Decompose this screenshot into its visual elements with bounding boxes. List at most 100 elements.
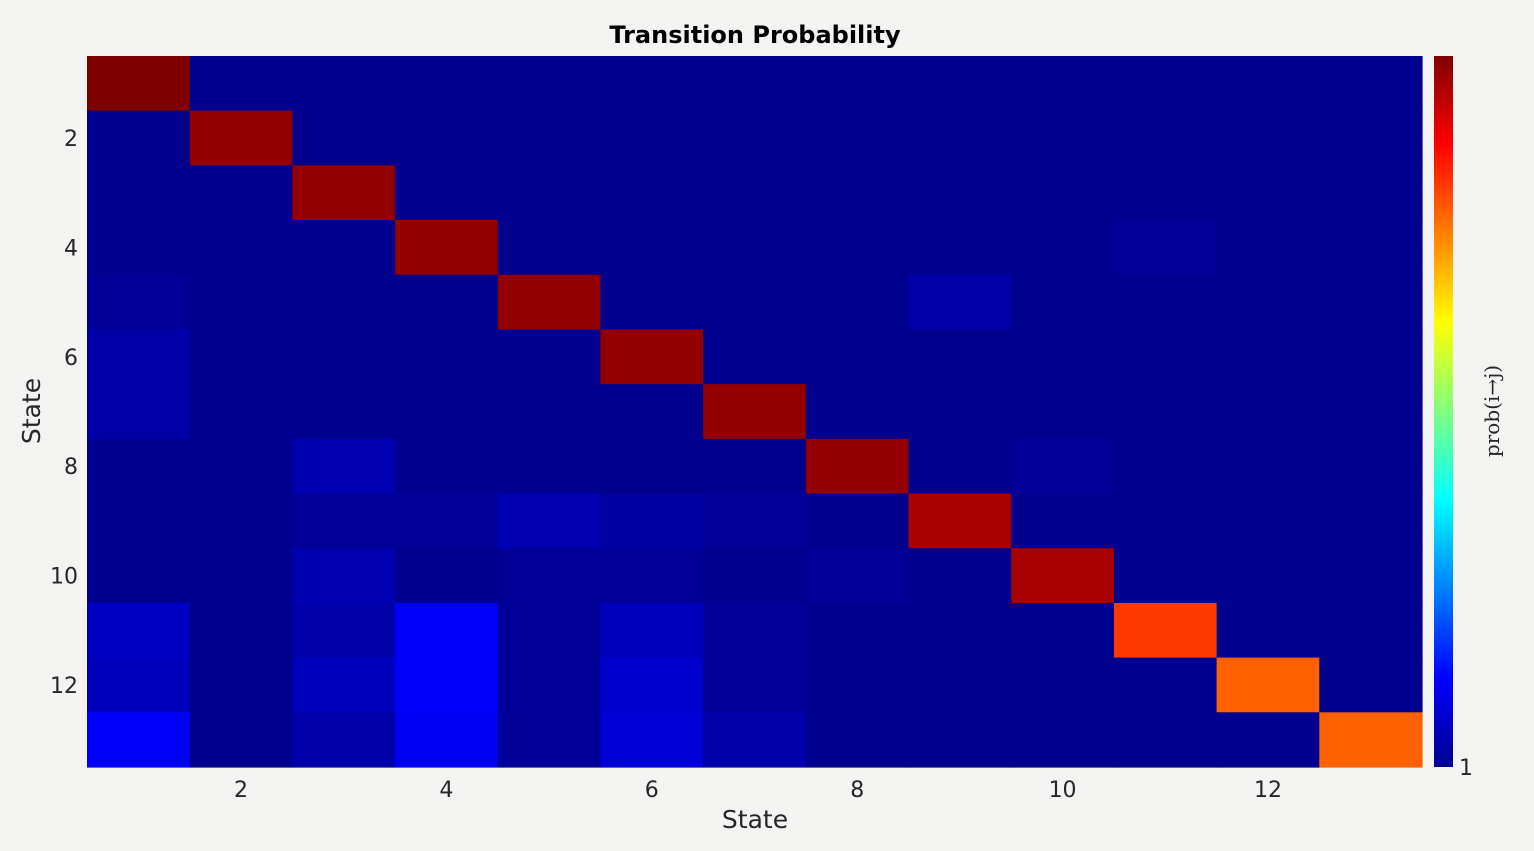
heatmap-cell-10-2: [189, 548, 293, 604]
x-axis-ticks: 2 4 6 8 10 12: [234, 778, 1282, 803]
heatmap-cell-3-5: [497, 165, 602, 221]
y-tick-label: 12: [50, 674, 78, 699]
heatmap-cell-9-11: [1113, 493, 1218, 549]
heatmap-cell-9-3: [292, 493, 396, 549]
heatmap-cell-5-9: [908, 274, 1012, 331]
heatmap-cell-6-7: [703, 329, 807, 385]
heatmap-cell-3-1: [87, 165, 191, 221]
x-tick-label: 2: [234, 778, 248, 803]
colorbar-label: prob(i→j): [1480, 365, 1504, 457]
heatmap-cell-2-7: [703, 110, 807, 166]
heatmap-cell-5-10: [1011, 274, 1115, 331]
x-tick-label: 8: [850, 778, 864, 803]
heatmap-cell-12-6: [600, 657, 704, 713]
heatmap-cell-3-2: [189, 165, 293, 221]
heatmap-cell-12-5: [497, 657, 602, 713]
heatmap-cell-10-8: [805, 548, 910, 604]
heatmap-cell-7-11: [1113, 384, 1218, 440]
colorbar-tick-label: 1: [1459, 756, 1473, 781]
heatmap-cell-13-1: [87, 712, 191, 768]
heatmap-cell-7-2: [189, 384, 293, 440]
heatmap-cell-11-4: [395, 602, 499, 659]
heatmap-cell-10-3: [292, 548, 396, 604]
heatmap-cell-3-8: [805, 165, 910, 221]
heatmap-cell-7-1: [87, 384, 191, 440]
heatmap-cell-8-7: [703, 438, 807, 495]
heatmap-cell-3-7: [703, 165, 807, 221]
heatmap-cell-2-13: [1319, 110, 1423, 166]
heatmap-cell-3-6: [600, 165, 704, 221]
heatmap-cell-10-5: [497, 548, 602, 604]
colorbar-ticks: 1: [1459, 756, 1473, 781]
heatmap-cell-10-9: [908, 548, 1012, 604]
heatmap-cell-5-5: [497, 274, 602, 331]
heatmap-cell-6-3: [292, 329, 396, 385]
heatmap-cell-7-6: [600, 384, 704, 440]
heatmap-cell-2-5: [497, 110, 602, 166]
heatmap-cell-13-3: [292, 712, 396, 768]
heatmap-cell-12-7: [703, 657, 807, 713]
heatmap-cell-2-9: [908, 110, 1012, 166]
heatmap-cell-11-6: [600, 602, 704, 659]
x-axis-label: State: [722, 805, 788, 834]
y-tick-label: 2: [64, 127, 78, 152]
heatmap-cell-4-1: [87, 220, 191, 276]
heatmap-cell-3-4: [395, 165, 499, 221]
heatmap-cell-2-6: [600, 110, 704, 166]
heatmap-cell-11-11: [1113, 602, 1218, 659]
y-axis-ticks: 2 4 6 8 10 12: [50, 127, 78, 699]
heatmap-cell-2-11: [1113, 110, 1218, 166]
heatmap-cell-2-1: [87, 110, 191, 166]
heatmap-cell-12-12: [1216, 657, 1320, 713]
heatmap-cell-8-13: [1319, 438, 1423, 495]
heatmap-cell-6-12: [1216, 329, 1320, 385]
heatmap-cell-4-11: [1113, 220, 1218, 276]
heatmap-cell-10-7: [703, 548, 807, 604]
heatmap-cell-7-7: [703, 384, 807, 440]
heatmap-cell-12-1: [87, 657, 191, 713]
y-tick-label: 6: [64, 346, 78, 371]
heatmap-cell-11-3: [292, 602, 396, 659]
heatmap-cell-9-1: [87, 493, 191, 549]
heatmap-cell-2-12: [1216, 110, 1320, 166]
heatmap-cell-13-6: [600, 712, 704, 768]
heatmap-cell-4-12: [1216, 220, 1320, 276]
heatmap-cell-2-8: [805, 110, 910, 166]
heatmap-cell-4-4: [395, 220, 499, 276]
heatmap-cell-8-6: [600, 438, 704, 495]
heatmap-cell-1-9: [908, 56, 1012, 112]
heatmap-cell-9-10: [1011, 493, 1115, 549]
heatmap-cell-13-8: [805, 712, 910, 768]
heatmap-cell-8-1: [87, 438, 191, 495]
y-tick-label: 4: [64, 236, 78, 261]
heatmap-cell-11-8: [805, 602, 910, 659]
heatmap-cell-10-6: [600, 548, 704, 604]
heatmap-cell-2-3: [292, 110, 396, 166]
heatmap-cell-10-13: [1319, 548, 1423, 604]
heatmap-cell-4-7: [703, 220, 807, 276]
heatmap-cell-7-5: [497, 384, 602, 440]
heatmap-cell-5-2: [189, 274, 293, 331]
heatmap-cell-11-1: [87, 602, 191, 659]
heatmap-cell-12-13: [1319, 657, 1423, 713]
heatmap-cell-5-3: [292, 274, 396, 331]
heatmap-cell-4-5: [497, 220, 602, 276]
heatmap-cell-12-11: [1113, 657, 1218, 713]
chart-title: Transition Probability: [609, 21, 901, 49]
heatmap-cell-2-4: [395, 110, 499, 166]
heatmap-cells: [87, 56, 1423, 768]
heatmap-cell-13-12: [1216, 712, 1320, 768]
heatmap-cell-7-8: [805, 384, 910, 440]
heatmap-cell-8-10: [1011, 438, 1115, 495]
heatmap-cell-8-9: [908, 438, 1012, 495]
heatmap-cell-6-6: [600, 329, 704, 385]
heatmap-cell-1-7: [703, 56, 807, 112]
y-tick-label: 10: [50, 565, 78, 590]
heatmap-cell-11-7: [703, 602, 807, 659]
heatmap-cell-5-13: [1319, 274, 1423, 331]
heatmap-cell-12-2: [189, 657, 293, 713]
heatmap-cell-6-2: [189, 329, 293, 385]
heatmap-cell-13-4: [395, 712, 499, 768]
x-tick-label: 12: [1254, 778, 1282, 803]
